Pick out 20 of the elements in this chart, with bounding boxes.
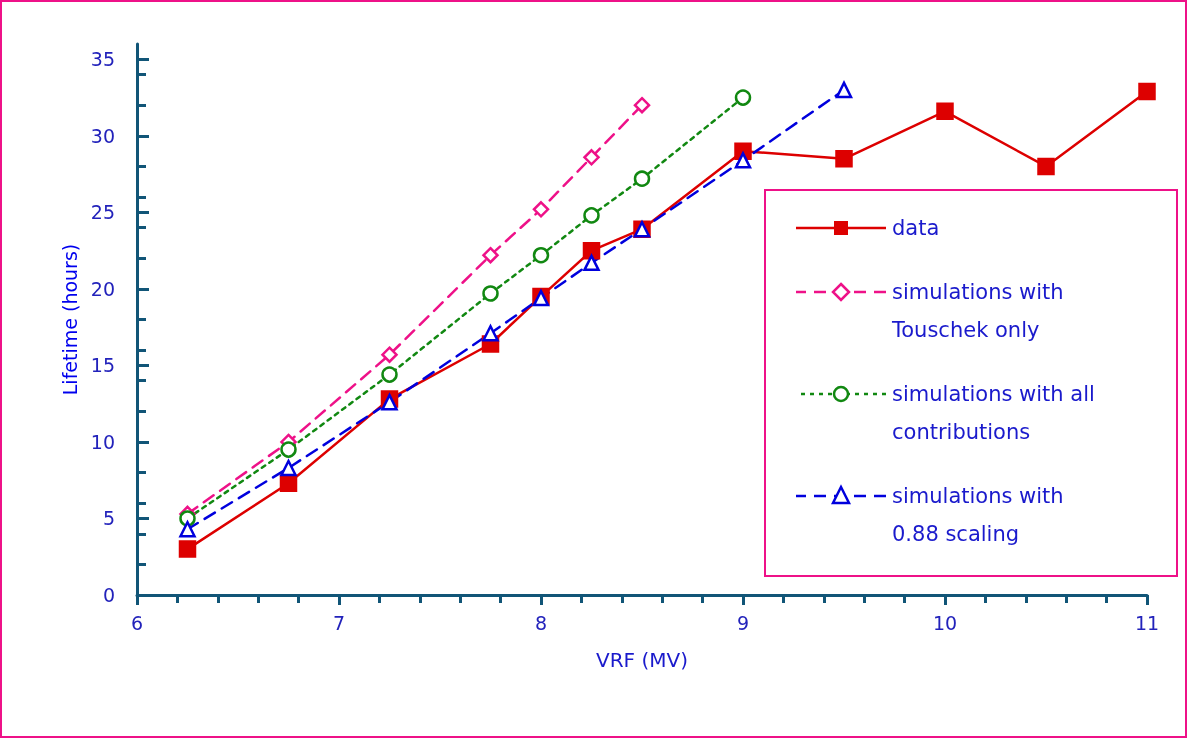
y-tick-label: 35 [90,48,115,71]
y-tick-label: 25 [90,201,115,224]
x-axis-title: VRF (MV) [596,648,688,672]
y-tick-label: 0 [102,584,115,606]
legend-label: simulations with all contributions [892,381,1096,446]
y-tick-label: 30 [90,124,115,147]
y-tick-label: 15 [90,354,115,377]
x-tick-label: 9 [736,611,750,634]
x-tick-label: 7 [332,611,346,634]
y-tick-label: 20 [90,277,115,300]
y-axis-title: Lifetime (hours) [59,243,82,396]
legend-label: simulations with Touschek only [892,279,1065,344]
y-tick-label: 10 [90,430,115,453]
x-tick-label: 11 [1134,611,1160,634]
x-tick-label: 8 [534,611,548,634]
legend-label: data [892,215,941,242]
x-tick-label: 10 [932,611,958,634]
y-tick-label: 5 [102,507,115,530]
legend-label: simulations with 0.88 scaling [892,483,1065,548]
x-tick-label: 6 [130,611,144,634]
